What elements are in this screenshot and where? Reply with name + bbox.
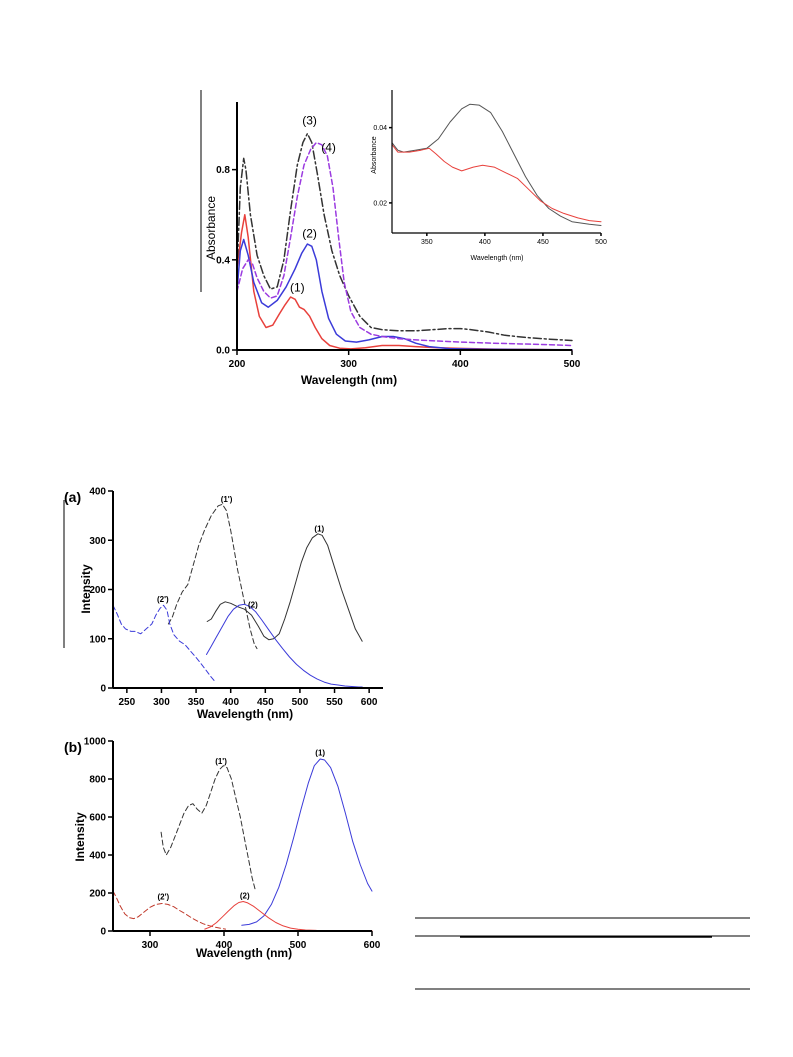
absorption-curve-label: (2) xyxy=(302,226,317,240)
panel-b-series-line-4 xyxy=(204,901,373,932)
panel-b-series-line-1 xyxy=(160,765,256,890)
panel-a-y-tick-label: 0 xyxy=(100,684,106,695)
absorption-inset-x-tick-label: 450 xyxy=(537,239,549,246)
panel-a-x-tick-label: 250 xyxy=(119,697,136,708)
absorption-inset-x-tick-label: 400 xyxy=(479,239,491,246)
panel-a-x-tick-label: 550 xyxy=(326,697,343,708)
panel-b-x-tick-label: 400 xyxy=(216,940,233,951)
absorption-x-tick-label: 300 xyxy=(340,359,357,370)
absorption-curve-label: (1) xyxy=(290,280,305,294)
panel-a-curve-label: (1) xyxy=(314,524,324,533)
panel-a-x-tick-label: 500 xyxy=(292,697,309,708)
absorption-inset-y-tick-label: 0.02 xyxy=(373,200,387,207)
panel-b-y-tick-label: 600 xyxy=(89,813,106,824)
panel-a-curve-label: (1') xyxy=(221,495,233,504)
panel-b-curve-label: (1) xyxy=(315,748,325,757)
panel-b-curve-label: (1') xyxy=(215,757,227,766)
panel-b-y-axis-label: Intensity xyxy=(73,812,87,862)
panel-b-x-tick-label: 500 xyxy=(290,940,307,951)
panel-b-y-tick-label: 800 xyxy=(89,775,106,786)
absorption-curve-label: (4) xyxy=(321,141,336,155)
absorption-y-axis-label: Absorbance xyxy=(204,196,218,260)
absorption-x-tick-label: 400 xyxy=(452,359,469,370)
absorption-x-tick-label: 500 xyxy=(564,359,581,370)
panel-b-y-tick-label: 200 xyxy=(89,889,106,900)
panel-a-label: (a) xyxy=(64,489,81,505)
absorption-y-tick-label: 0.8 xyxy=(216,165,230,176)
panel-a-y-tick-label: 400 xyxy=(89,487,106,498)
absorption-inset-chart: Absorbance Wavelength (nm) 350 400 450 500 … xyxy=(371,90,607,262)
panel-a-chart: (a) Intensity Wavelength (nm) 250 300 350 4… xyxy=(63,487,383,721)
panel-a-x-tick-label: 300 xyxy=(153,697,170,708)
inset-y-axis-label: Absorbance xyxy=(371,136,378,173)
panel-a-curve-label: (2') xyxy=(157,595,169,604)
absorption-inset-series-line-2 xyxy=(391,144,602,223)
panel-b-label: (b) xyxy=(64,739,82,755)
panel-a-x-tick-label: 350 xyxy=(188,697,205,708)
absorption-series-line-2 xyxy=(236,238,573,351)
absorption-y-tick-label: 0.0 xyxy=(216,346,230,357)
panel-a-series-line-1 xyxy=(167,503,258,650)
panel-a-x-axis-label: Wavelength (nm) xyxy=(197,707,293,721)
absorption-series-line-3 xyxy=(236,132,573,342)
panel-a-x-tick-label: 600 xyxy=(361,697,378,708)
inset-x-axis-label: Wavelength (nm) xyxy=(470,255,523,262)
panel-b-y-tick-label: 0 xyxy=(100,927,106,938)
panel-a-y-tick-label: 300 xyxy=(89,536,106,547)
panel-b-y-tick-label: 1000 xyxy=(84,737,107,748)
panel-a-y-tick-label: 100 xyxy=(89,634,106,645)
absorption-y-tick-label: 0.4 xyxy=(216,255,230,266)
panel-a-curve-label: (2) xyxy=(248,601,258,610)
panel-a-x-tick-label: 450 xyxy=(257,697,274,708)
panel-a-y-tick-label: 200 xyxy=(89,585,106,596)
absorption-series-line-4 xyxy=(236,141,573,347)
panel-b-series-line-2 xyxy=(241,758,373,926)
panel-b-x-tick-label: 300 xyxy=(142,940,159,951)
absorption-inset-series-line-1 xyxy=(391,103,602,226)
panel-a-y-axis-label: Intensity xyxy=(79,564,93,614)
panel-b-y-tick-label: 400 xyxy=(89,851,106,862)
absorption-inset-x-tick-label: 500 xyxy=(595,239,607,246)
panel-b-curve-label: (2) xyxy=(240,891,250,900)
panel-b-curve-label: (2') xyxy=(157,893,169,902)
absorption-curve-label: (3) xyxy=(302,114,317,128)
absorption-x-tick-label: 200 xyxy=(229,359,246,370)
absorption-x-axis-label: Wavelength (nm) xyxy=(301,373,397,387)
table-rules xyxy=(415,917,750,990)
panel-a-series-line-3 xyxy=(112,604,216,683)
panel-b-x-axis-label: Wavelength (nm) xyxy=(196,946,292,960)
absorption-inset-x-tick-label: 350 xyxy=(421,239,433,246)
panel-b-chart: (b) Intensity Wavelength (nm) 300 400 500 6… xyxy=(64,737,381,961)
panel-b-x-tick-label: 600 xyxy=(364,940,381,951)
panel-b-series-line-3 xyxy=(112,890,226,930)
panel-a-series-line-2 xyxy=(206,533,363,642)
absorption-inset-y-tick-label: 0.04 xyxy=(373,125,387,132)
absorption-series-line-1 xyxy=(236,213,573,351)
panel-a-x-tick-label: 400 xyxy=(222,697,239,708)
absorption-chart: Absorbance Wavelength (nm) 200 300 400 500 … xyxy=(200,90,581,387)
panel-a-series-line-4 xyxy=(206,603,363,688)
